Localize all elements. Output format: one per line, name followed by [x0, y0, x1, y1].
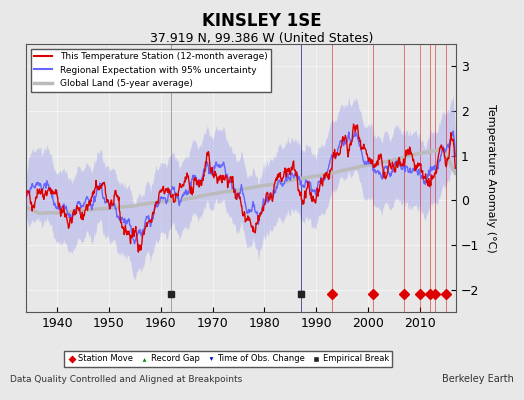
Y-axis label: Temperature Anomaly (°C): Temperature Anomaly (°C) — [486, 104, 496, 252]
Text: KINSLEY 1SE: KINSLEY 1SE — [202, 12, 322, 30]
Text: Berkeley Earth: Berkeley Earth — [442, 374, 514, 384]
Text: 37.919 N, 99.386 W (United States): 37.919 N, 99.386 W (United States) — [150, 32, 374, 45]
Text: Data Quality Controlled and Aligned at Breakpoints: Data Quality Controlled and Aligned at B… — [10, 375, 243, 384]
Legend: Station Move, Record Gap, Time of Obs. Change, Empirical Break: Station Move, Record Gap, Time of Obs. C… — [64, 351, 392, 367]
